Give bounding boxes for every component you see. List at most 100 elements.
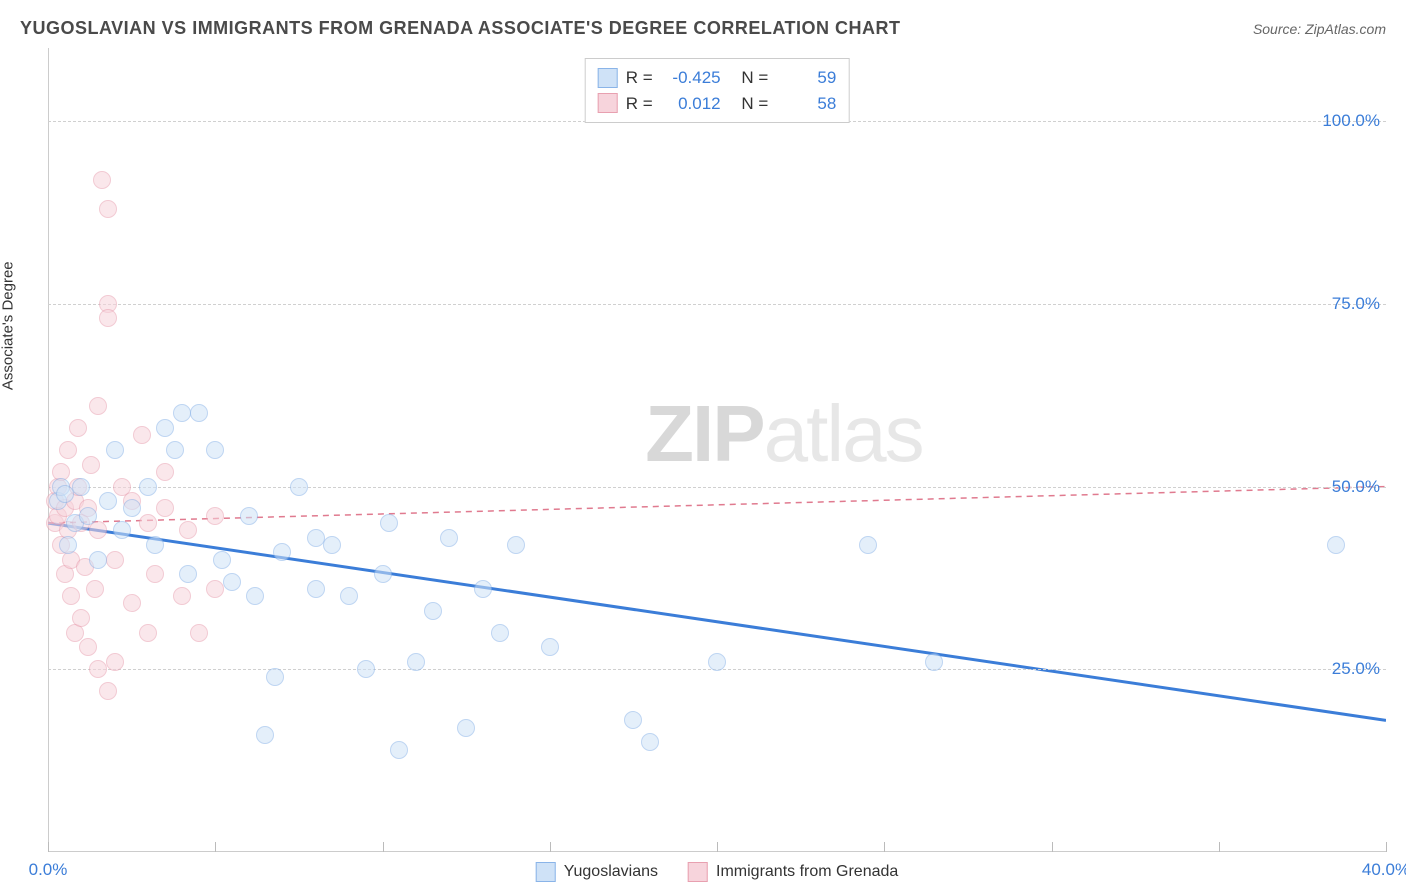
data-point <box>82 456 100 474</box>
r-label-1: R = <box>626 65 653 91</box>
data-point <box>106 441 124 459</box>
data-point <box>173 404 191 422</box>
xtick-mark <box>1052 842 1053 852</box>
data-point <box>89 551 107 569</box>
data-point <box>156 499 174 517</box>
data-point <box>59 536 77 554</box>
data-point <box>99 492 117 510</box>
data-point <box>79 507 97 525</box>
data-point <box>99 309 117 327</box>
watermark-part2: atlas <box>764 389 923 478</box>
stats-legend-box: R = -0.425 N = 59 R = 0.012 N = 58 <box>585 58 850 123</box>
data-point <box>457 719 475 737</box>
xtick-mark <box>215 842 216 852</box>
data-point <box>641 733 659 751</box>
n-value-1: 59 <box>776 65 836 91</box>
xtick-mark <box>884 842 885 852</box>
data-point <box>290 478 308 496</box>
chart-header: YUGOSLAVIAN VS IMMIGRANTS FROM GRENADA A… <box>20 18 1386 39</box>
xtick-mark <box>48 842 49 852</box>
data-point <box>925 653 943 671</box>
data-point <box>113 521 131 539</box>
data-point <box>72 609 90 627</box>
data-point <box>166 441 184 459</box>
legend-item-2: Immigrants from Grenada <box>688 862 898 882</box>
legend-label-2: Immigrants from Grenada <box>716 863 898 881</box>
data-point <box>59 441 77 459</box>
data-point <box>374 565 392 583</box>
plot-region: ZIPatlas 25.0%50.0%75.0%100.0%0.0%40.0% <box>48 48 1386 852</box>
ytick-label: 75.0% <box>1332 294 1380 314</box>
xtick-label: 40.0% <box>1362 860 1406 880</box>
source-attribution: Source: ZipAtlas.com <box>1253 21 1386 37</box>
data-point <box>541 638 559 656</box>
xtick-label: 0.0% <box>29 860 68 880</box>
r-value-1: -0.425 <box>661 65 721 91</box>
data-point <box>507 536 525 554</box>
data-point <box>146 536 164 554</box>
data-point <box>86 580 104 598</box>
data-point <box>56 485 74 503</box>
data-point <box>273 543 291 561</box>
data-point <box>240 507 258 525</box>
source-prefix: Source: <box>1253 21 1305 37</box>
data-point <box>407 653 425 671</box>
stats-row-1: R = -0.425 N = 59 <box>598 65 837 91</box>
data-point <box>357 660 375 678</box>
data-point <box>190 624 208 642</box>
data-point <box>307 580 325 598</box>
data-point <box>99 682 117 700</box>
ytick-label: 100.0% <box>1322 111 1380 131</box>
data-point <box>89 660 107 678</box>
data-point <box>206 507 224 525</box>
watermark: ZIPatlas <box>645 388 922 480</box>
data-point <box>133 426 151 444</box>
data-point <box>206 580 224 598</box>
data-point <box>440 529 458 547</box>
data-point <box>474 580 492 598</box>
xtick-mark <box>717 842 718 852</box>
xtick-mark <box>383 842 384 852</box>
data-point <box>72 478 90 496</box>
data-point <box>62 587 80 605</box>
n-value-2: 58 <box>776 91 836 117</box>
source-name: ZipAtlas.com <box>1305 21 1386 37</box>
swatch-series-2 <box>598 93 618 113</box>
n-label-2: N = <box>741 91 768 117</box>
xtick-mark <box>1219 842 1220 852</box>
data-point <box>89 521 107 539</box>
data-point <box>139 514 157 532</box>
chart-area: ZIPatlas 25.0%50.0%75.0%100.0%0.0%40.0% … <box>48 48 1386 852</box>
watermark-part1: ZIP <box>645 389 763 478</box>
data-point <box>99 200 117 218</box>
ytick-label: 50.0% <box>1332 477 1380 497</box>
r-value-2: 0.012 <box>661 91 721 117</box>
data-point <box>624 711 642 729</box>
data-point <box>179 565 197 583</box>
y-axis-label: Associate's Degree <box>0 261 17 390</box>
grid-line <box>48 304 1386 305</box>
data-point <box>179 521 197 539</box>
xtick-mark <box>1386 842 1387 852</box>
data-point <box>223 573 241 591</box>
legend-swatch-1 <box>536 862 556 882</box>
data-point <box>266 668 284 686</box>
data-point <box>69 419 87 437</box>
data-point <box>340 587 358 605</box>
bottom-legend: Yugoslavians Immigrants from Grenada <box>536 862 899 882</box>
stats-row-2: R = 0.012 N = 58 <box>598 91 837 117</box>
data-point <box>156 419 174 437</box>
data-point <box>139 478 157 496</box>
chart-title: YUGOSLAVIAN VS IMMIGRANTS FROM GRENADA A… <box>20 18 900 39</box>
data-point <box>424 602 442 620</box>
grid-line <box>48 487 1386 488</box>
data-point <box>213 551 231 569</box>
y-axis-line <box>48 48 49 852</box>
data-point <box>206 441 224 459</box>
data-point <box>173 587 191 605</box>
data-point <box>106 653 124 671</box>
data-point <box>1327 536 1345 554</box>
data-point <box>859 536 877 554</box>
legend-swatch-2 <box>688 862 708 882</box>
data-point <box>123 594 141 612</box>
